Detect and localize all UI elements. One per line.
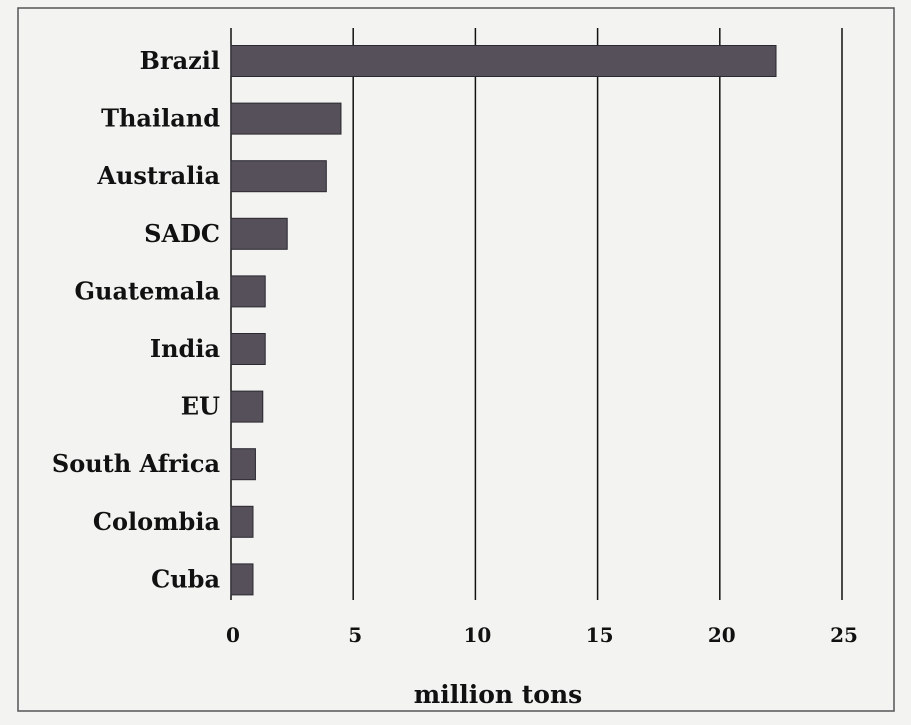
category-label: Guatemala [75, 276, 220, 305]
x-tick-labels: 0 5 10 15 20 25 [226, 623, 858, 647]
bar [230, 505, 254, 538]
x-tick-label: 5 [348, 623, 362, 647]
category-labels: Brazil Thailand Australia SADC Guatemala Indi… [52, 46, 220, 593]
category-label: SADC [144, 219, 220, 248]
bar [230, 217, 288, 250]
x-tick-label: 25 [830, 623, 858, 647]
category-label: EU [181, 392, 220, 421]
bar [230, 563, 254, 596]
category-label: India [150, 334, 220, 363]
category-label: Colombia [93, 507, 220, 536]
bar [230, 448, 256, 481]
bar [230, 102, 342, 135]
x-tick-label: 0 [226, 623, 240, 647]
category-label: South Africa [52, 449, 220, 478]
bars [230, 45, 777, 596]
bar [230, 160, 327, 193]
x-tick-label: 15 [586, 623, 614, 647]
grid-lines [230, 28, 843, 600]
bar [230, 333, 266, 365]
chart-border [17, 7, 895, 712]
category-label: Australia [96, 161, 220, 190]
bar [230, 45, 777, 77]
x-axis-label: million tons [414, 680, 582, 709]
x-tick-label: 20 [708, 623, 736, 647]
x-tick-label: 10 [463, 623, 491, 647]
bar [230, 275, 266, 308]
category-label: Cuba [151, 564, 220, 593]
category-label: Brazil [140, 46, 220, 75]
category-label: Thailand [101, 104, 220, 133]
bar [230, 390, 264, 423]
